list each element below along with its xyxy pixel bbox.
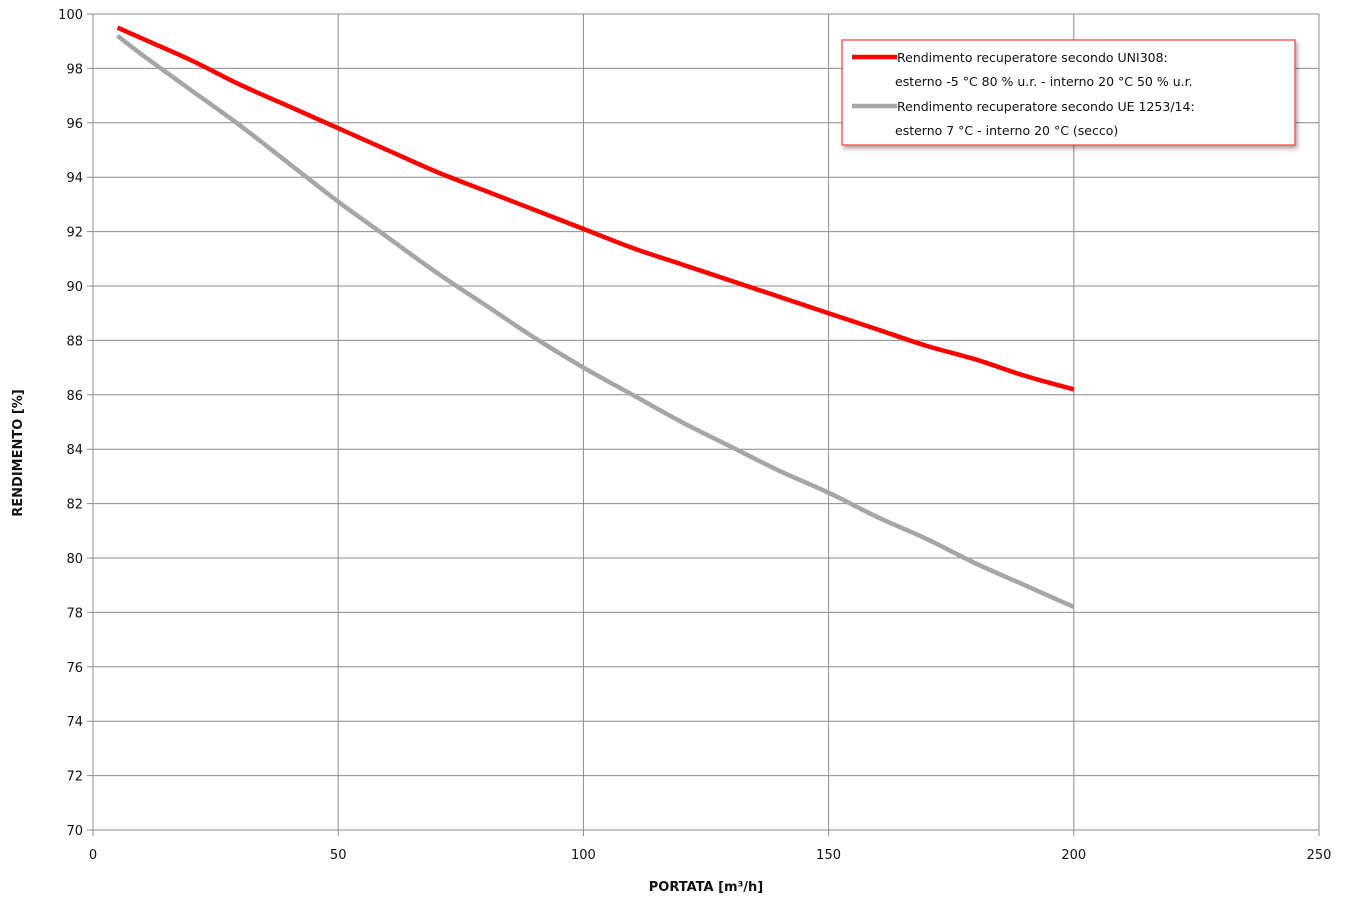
y-tick-label: 88 bbox=[66, 334, 83, 349]
y-tick-label: 70 bbox=[66, 824, 83, 839]
x-tick-label: 0 bbox=[89, 848, 97, 863]
y-tick-label: 86 bbox=[66, 389, 83, 404]
series-line-2 bbox=[116, 33, 1075, 610]
legend: Rendimento recuperatore secondo UNI308: e… bbox=[841, 39, 1296, 146]
x-tick-label: 100 bbox=[571, 848, 596, 863]
y-tick-label: 82 bbox=[66, 498, 83, 513]
y-tick-label: 100 bbox=[58, 8, 83, 23]
legend-label-1-line-2: esterno -5 °C 80 % u.r. - interno 20 °C … bbox=[895, 74, 1193, 89]
y-tick-label: 92 bbox=[66, 226, 83, 241]
legend-box bbox=[841, 39, 1296, 146]
legend-label-2-line-1: Rendimento recuperatore secondo UE 1253/… bbox=[897, 99, 1195, 114]
y-tick-label: 80 bbox=[66, 552, 83, 567]
y-tick-label: 94 bbox=[66, 171, 83, 186]
y-tick-label: 76 bbox=[66, 661, 83, 676]
series-line-1 bbox=[116, 25, 1075, 392]
x-tick-label: 50 bbox=[330, 848, 347, 863]
y-tick-label: 90 bbox=[66, 280, 83, 295]
y-tick-label: 72 bbox=[66, 770, 83, 785]
y-tick-label: 78 bbox=[66, 606, 83, 621]
y-tick-labels: 70 72 74 76 78 80 82 84 86 88 90 92 94 96 98 100 bbox=[58, 8, 83, 839]
x-axis-title: PORTATA [m³/h] bbox=[649, 880, 764, 895]
x-tick-labels: 0 50 100 150 200 250 bbox=[89, 848, 1332, 863]
x-tick-label: 250 bbox=[1307, 848, 1332, 863]
y-tick-label: 98 bbox=[66, 62, 83, 77]
y-tick-label: 96 bbox=[66, 117, 83, 132]
x-tick-label: 200 bbox=[1061, 848, 1086, 863]
legend-label-2-line-2: esterno 7 °C - interno 20 °C (secco) bbox=[895, 123, 1118, 138]
legend-label-1-line-1: Rendimento recuperatore secondo UNI308: bbox=[897, 50, 1168, 65]
y-tick-label: 84 bbox=[66, 443, 83, 458]
series-lines bbox=[116, 25, 1075, 610]
x-tick-label: 150 bbox=[816, 848, 841, 863]
y-tick-label: 74 bbox=[66, 715, 83, 730]
y-axis-title: RENDIMENTO [%] bbox=[11, 389, 26, 516]
plot-area-border bbox=[92, 13, 1320, 831]
